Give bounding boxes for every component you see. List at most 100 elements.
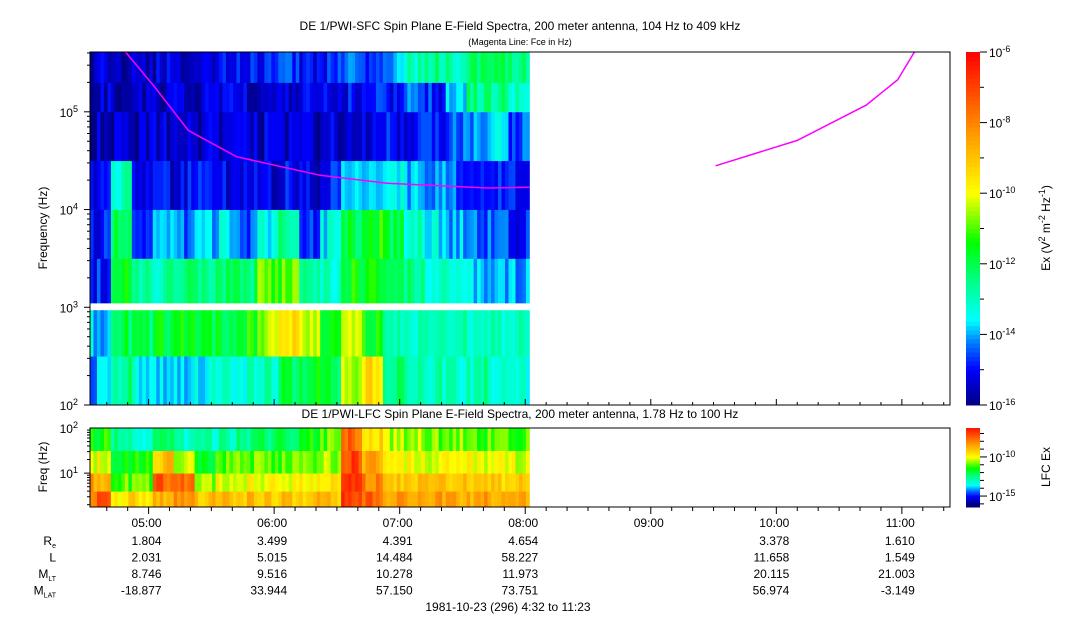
heatmap-cell [149,258,154,308]
heatmap-cell [187,473,192,492]
heatmap-cell [212,82,216,113]
heatmap-cell [292,450,297,474]
heatmap-cell [424,473,429,492]
heatmap-cell [107,307,112,357]
heatmap-cell [358,52,363,83]
heatmap-cell [100,111,105,162]
heatmap-cell [470,52,475,83]
heatmap-cell [470,209,475,259]
colorbar-swatch [966,215,980,221]
heatmap-cell [511,491,516,508]
colorbar-swatch [966,493,980,495]
heatmap-cell [368,258,373,308]
colorbar-swatch [966,506,980,508]
heatmap-cell [100,473,105,492]
heatmap-cell [299,450,304,474]
heatmap-cell [295,428,300,451]
colorbar-tick-label: 10-10 [989,185,1015,201]
heatmap-cell [386,473,391,492]
heatmap-cell [449,111,454,162]
heatmap-cell [246,356,251,406]
heatmap-cell [131,209,136,259]
heatmap-cell [299,307,304,357]
heatmap-cell [372,428,377,451]
heatmap-cell [299,52,304,83]
heatmap-cell [145,491,150,508]
heatmap-cell [121,258,126,308]
heatmap-cell [330,258,335,308]
heatmap-cell [379,258,384,308]
heatmap-cell [239,450,244,474]
heatmap-cell [344,356,349,406]
heatmap-cell [400,209,405,259]
heatmap-cell [389,82,394,113]
heatmap-cell [522,82,527,113]
heatmap-cell [219,111,223,162]
heatmap-cell [124,307,129,357]
heatmap-cell [348,307,352,357]
heatmap-cell [435,450,440,474]
heatmap-cell [107,258,112,308]
heatmap-cell [477,160,481,210]
colorbar-swatch [966,206,980,212]
heatmap-cell [253,82,258,113]
heatmap-cell [508,307,513,357]
colorbar-swatch [966,347,980,353]
heatmap-cell [212,450,216,474]
heatmap-cell [459,473,464,492]
heatmap-cell [362,473,366,492]
heatmap-cell [124,209,129,259]
heatmap-cell [511,473,516,492]
heatmap-cell [452,307,457,357]
heatmap-cell [212,111,216,162]
heatmap-cell [117,52,122,83]
heatmap-cell [226,160,230,210]
heatmap-cell [138,52,143,83]
colorbar-swatch [966,65,980,71]
heatmap-cell [505,491,509,508]
heatmap-cell [264,258,269,308]
heatmap-cell [145,160,150,210]
heatmap-cell [459,307,464,357]
heatmap-cell [288,258,293,308]
colorbar-swatch [966,144,980,150]
heatmap-cell [250,82,255,113]
colorbar-swatch [966,60,980,66]
heatmap-cell [355,258,359,308]
heatmap-cell [246,258,251,308]
heatmap-cell [382,111,387,162]
heatmap-cell [466,258,471,308]
heatmap-cell [494,111,499,162]
heatmap-cell [428,307,433,357]
heatmap-cell [491,307,495,357]
heatmap-cell [156,491,161,508]
heatmap-cell [194,52,199,83]
heatmap-cell [163,82,168,113]
heatmap-cell [100,428,105,451]
heatmap-cell [159,111,164,162]
heatmap-cell [257,209,262,259]
heatmap-cell [131,356,136,406]
heatmap-cell [253,111,258,162]
heatmap-cell [212,258,216,308]
heatmap-cell [260,491,265,508]
heatmap-cell [107,450,112,474]
heatmap-cell [484,450,488,474]
heatmap-cell [498,258,502,308]
heatmap-cell [253,491,258,508]
heatmap-cell [452,356,457,406]
heatmap-cell [278,307,283,357]
heatmap-cell [219,82,223,113]
y-tick-label: 102 [60,420,78,436]
heatmap-cell [243,428,248,451]
heatmap-cell [166,258,171,308]
heatmap-cell [90,450,94,474]
heatmap-cell [138,491,143,508]
heatmap-cell [299,82,304,113]
heatmap-cell [442,356,447,406]
fce-line [715,51,916,167]
heatmap-cell [184,209,189,259]
heatmap-cell [466,209,471,259]
heatmap-cell [515,450,520,474]
heatmap-cell [96,160,101,210]
